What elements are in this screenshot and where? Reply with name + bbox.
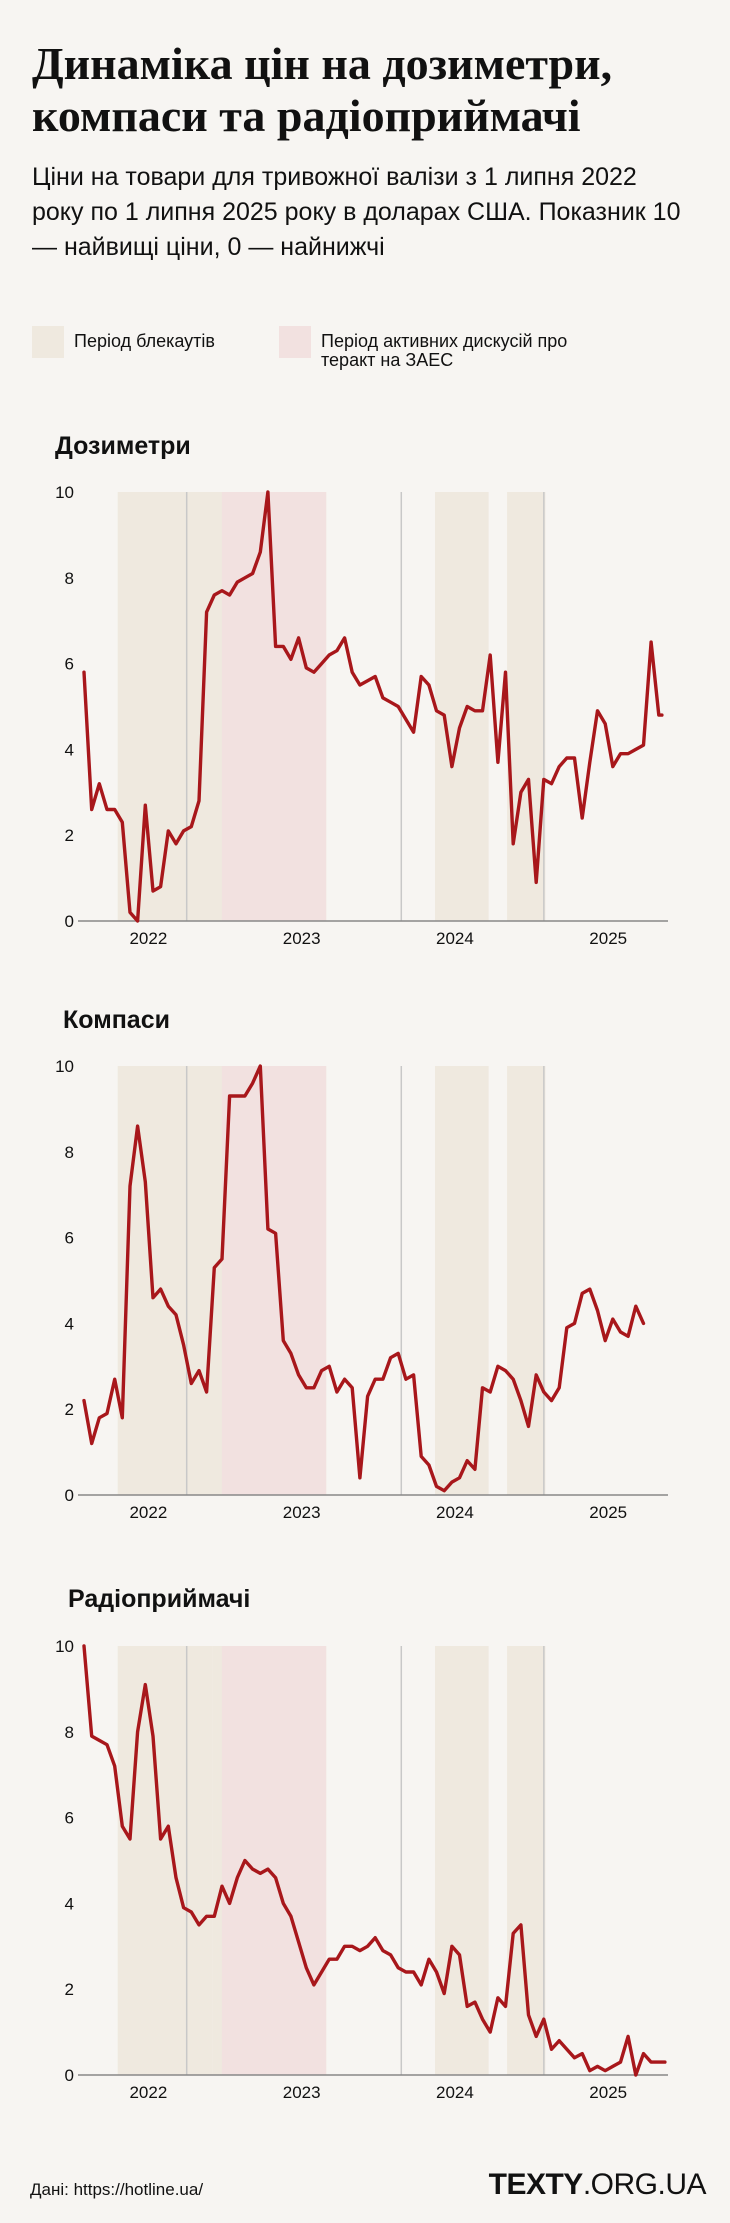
- y-tick-label: 8: [65, 1143, 74, 1162]
- y-tick-label: 0: [65, 1486, 74, 1505]
- y-tick-label: 0: [65, 912, 74, 931]
- y-tick-label: 2: [65, 826, 74, 845]
- legend-label-zaes: Період активних дискусій про теракт на З…: [321, 331, 568, 370]
- blackout-band-2: [462, 1066, 475, 1495]
- y-tick-label: 6: [65, 1809, 74, 1828]
- brand-logo-bold: TEXTY: [488, 2168, 584, 2201]
- legend-label-blackout: Період блекаутів: [74, 331, 215, 351]
- y-tick-label: 8: [65, 1723, 74, 1742]
- legend-item-blackout: Період блекаутів: [32, 326, 215, 358]
- chart-radios: 0 2 4 6 8 10 2022 2023 2024 2025: [55, 1637, 668, 2102]
- x-tick-label: 2024: [436, 929, 474, 948]
- blackout-band-2: [435, 1646, 489, 2075]
- y-tick-label: 10: [55, 1637, 74, 1656]
- legend-swatch-blackout: [32, 326, 64, 358]
- x-tick-label: 2022: [129, 2083, 167, 2102]
- brand-logo: TEXTY.ORG.UA: [488, 2168, 707, 2202]
- y-tick-label: 8: [65, 569, 74, 588]
- blackout-band-3: [462, 1646, 475, 2075]
- legend: Період блекаутів Період активних дискусі…: [32, 326, 692, 376]
- chart-title-dosimeters: Дозиметри: [55, 432, 191, 460]
- y-tick-label: 4: [65, 1894, 74, 1913]
- x-tick-label: 2025: [589, 2083, 627, 2102]
- x-tick-label: 2025: [589, 929, 627, 948]
- y-tick-label: 6: [65, 655, 74, 674]
- x-tick-label: 2023: [283, 1503, 321, 1522]
- source-note: Дані: https://hotline.ua/: [30, 2180, 204, 2199]
- x-tick-label: 2024: [436, 1503, 474, 1522]
- y-tick-label: 4: [65, 740, 74, 759]
- legend-swatch-zaes: [279, 326, 311, 358]
- x-tick-label: 2022: [129, 929, 167, 948]
- legend-item-zaes: Період активних дискусій про теракт на З…: [279, 326, 579, 370]
- chart-dosimeters: 0 2 4 6 8 10 2022 2023 2024 2025: [55, 483, 668, 948]
- chart-compasses: 0 2 4 6 8 10 2022 2023 2024 2025: [55, 1057, 668, 1522]
- x-tick-label: 2023: [283, 929, 321, 948]
- y-tick-label: 2: [65, 1400, 74, 1419]
- blackout-band-1: [435, 492, 489, 921]
- blackout-band-3: [507, 1066, 546, 1495]
- y-tick-label: 10: [55, 1057, 74, 1076]
- x-tick-label: 2022: [129, 1503, 167, 1522]
- y-tick-label: 10: [55, 483, 74, 502]
- zaes-band: [221, 1066, 327, 1495]
- x-tick-label: 2023: [283, 2083, 321, 2102]
- blackout-band-1: [435, 1066, 489, 1495]
- page-subtitle: Ціни на товари для тривожної валізи з 1 …: [32, 163, 681, 261]
- price-line: [82, 1644, 667, 2077]
- zaes-band: [221, 492, 327, 921]
- price-line: [82, 490, 664, 923]
- y-tick-label: 6: [65, 1229, 74, 1248]
- chart-title-compasses: Компаси: [63, 1006, 170, 1034]
- blackout-band-0: [117, 1646, 213, 2075]
- y-tick-label: 0: [65, 2066, 74, 2085]
- x-tick-label: 2025: [589, 1503, 627, 1522]
- blackout-band-4: [507, 1646, 546, 2075]
- y-tick-label: 4: [65, 1314, 74, 1333]
- zaes-band: [221, 1646, 327, 2075]
- y-tick-label: 2: [65, 1980, 74, 1999]
- page-title: Динаміка цін на дозиметри, компаси та ра…: [32, 38, 613, 141]
- price-line: [82, 1064, 646, 1493]
- chart-title-radios: Радіоприймачі: [68, 1585, 251, 1613]
- x-tick-label: 2024: [436, 2083, 474, 2102]
- brand-logo-rest: .ORG.UA: [582, 2168, 707, 2201]
